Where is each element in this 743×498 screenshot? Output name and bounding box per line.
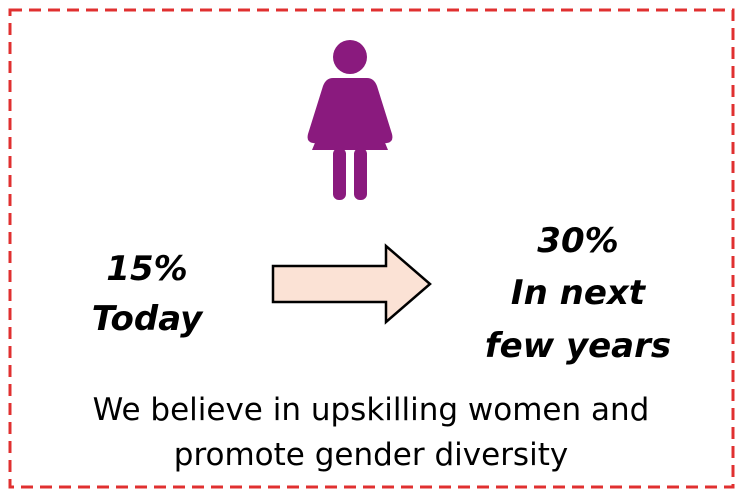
after-value: 30%: [537, 221, 618, 261]
dashed-border: [8, 8, 735, 489]
before-label: Today: [92, 299, 204, 339]
arrow: [271, 243, 432, 325]
after-label: In next: [511, 273, 647, 313]
before-value: 15%: [106, 249, 187, 289]
message: We believe in upskilling women and: [93, 392, 650, 428]
message: promote gender diversity: [174, 437, 568, 473]
after-label: few years: [485, 326, 671, 366]
woman-icon: [307, 40, 393, 200]
